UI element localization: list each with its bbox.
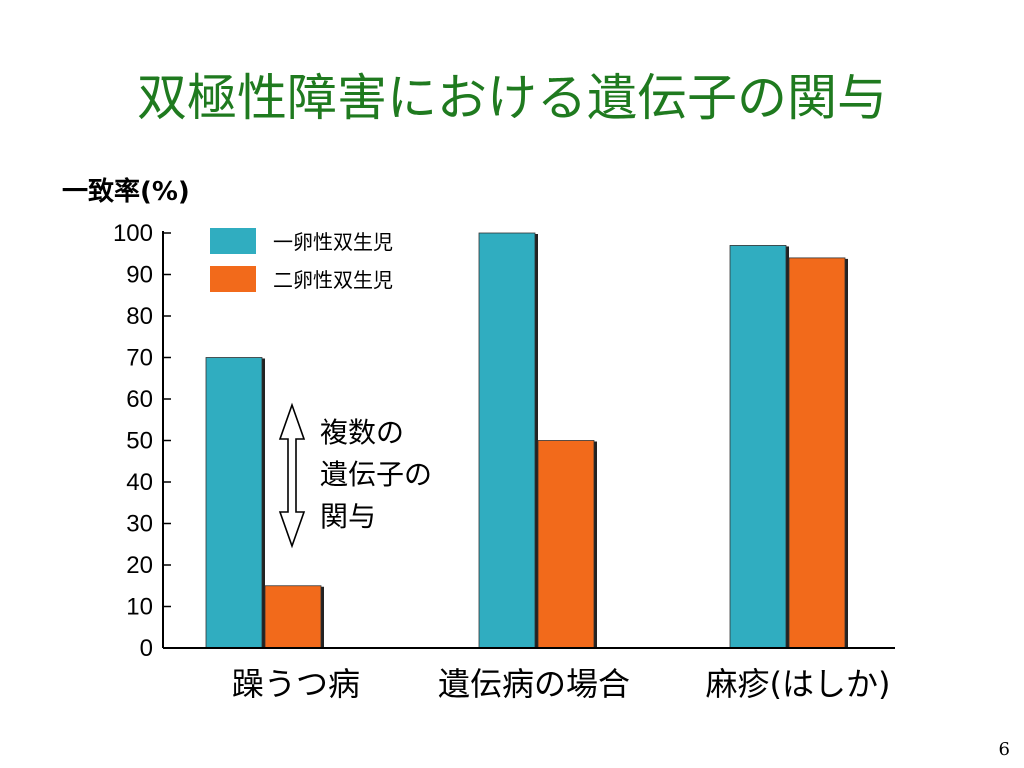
y-tick-label: 50 [126,428,153,455]
bar-1-1 [205,357,263,649]
annotation-text: 遺伝子の [320,458,432,491]
y-tick-label: 30 [126,511,153,538]
annotation-text: 関与 [320,500,376,533]
bar-2-2 [537,440,595,649]
bar-1-2 [478,232,536,649]
x-category-label: 躁うつ病 [232,665,360,703]
y-tick-label: 90 [126,262,153,289]
y-axis-ticks: 0 10 20 30 40 50 60 70 80 90 100 [113,220,171,662]
annotation-text: 複数の [320,416,404,449]
slide-title: 双極性障害における遺伝子の関与 [137,69,887,127]
legend-swatch [210,266,256,292]
y-tick-label: 40 [126,469,153,496]
legend-label: 一卵性双生児 [273,230,393,254]
y-tick-label: 0 [140,635,153,662]
legend-label: 二卵性双生児 [273,268,393,292]
bar-2-1 [264,585,322,649]
x-category-label: 遺伝病の場合 [438,665,630,703]
y-tick-label: 20 [126,552,153,579]
page-number: 6 [998,739,1010,760]
y-tick-label: 10 [126,594,153,621]
y-tick-label: 80 [126,303,153,330]
y-tick-label: 60 [126,386,153,413]
y-axis-label: 一致率(%) [62,176,190,207]
x-category-label: 麻疹(はしか) [706,665,891,703]
y-tick-label: 100 [113,220,153,247]
x-axis-labels: 躁うつ病 遺伝病の場合 麻疹(はしか) [232,665,891,703]
legend-swatch [210,228,256,254]
bar-1-3 [729,245,787,649]
bar-2-3 [788,257,846,649]
double-arrow-icon [278,402,306,549]
y-tick-label: 70 [126,345,153,372]
bars [205,232,848,649]
